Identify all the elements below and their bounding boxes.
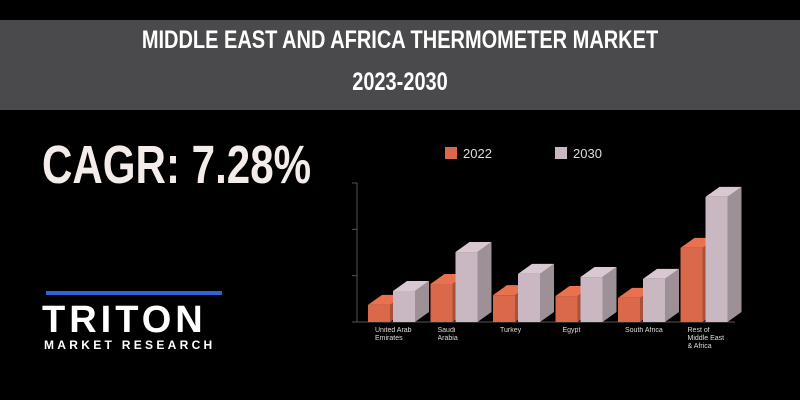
x-tick-label-box: South Africa — [625, 327, 663, 334]
x-tick-label: Turkey — [500, 327, 522, 334]
x-tick-label: Saudi Arabia — [437, 327, 458, 342]
bar-side — [665, 268, 679, 322]
bar — [493, 295, 515, 322]
bar-side — [415, 280, 429, 322]
legend-label: 2030 — [573, 146, 602, 161]
cagr: CAGR: 7.28% — [42, 135, 311, 195]
bar-side — [540, 263, 554, 322]
x-tick-label: South Africa — [625, 327, 663, 334]
x-tick-label: United Arab Emirates — [375, 327, 412, 342]
title: MIDDLE EAST AND AFRICA THERMOMETER MARKE… — [142, 26, 658, 54]
x-tick-label-box: Saudi Arabia — [437, 327, 458, 342]
bar — [705, 196, 728, 322]
legend-swatch — [445, 147, 457, 159]
x-tick-label-box: United Arab Emirates — [375, 327, 412, 342]
logo-bar — [46, 291, 222, 295]
bar — [368, 304, 390, 322]
bar-side — [602, 267, 617, 322]
bar-top — [705, 186, 742, 197]
bar — [580, 277, 603, 322]
x-tick-label-box: Rest of Middle East & Africa — [687, 327, 725, 350]
bar-side — [477, 242, 492, 322]
bar — [518, 273, 540, 322]
legend-label: 2022 — [463, 146, 492, 161]
x-tick-label-box: Egypt — [562, 327, 581, 334]
bar — [555, 296, 578, 322]
bar — [643, 278, 665, 322]
logo-name: TRITON — [42, 299, 207, 341]
bar-side — [727, 186, 742, 322]
subtitle: 2023-2030 — [352, 68, 448, 96]
bar — [430, 284, 453, 322]
x-tick-label-box: Turkey — [500, 327, 522, 334]
x-tick-label: Egypt — [562, 327, 581, 334]
logo-tagline: MARKET RESEARCH — [44, 338, 216, 352]
bar-top — [393, 280, 429, 291]
bar-top — [643, 268, 679, 279]
header-band — [0, 20, 800, 110]
bar-top — [580, 267, 617, 278]
bar-top — [455, 242, 492, 253]
bar — [393, 290, 415, 322]
bar-top — [518, 263, 554, 274]
x-tick-label: Rest of Middle East & Africa — [687, 327, 725, 350]
bar — [680, 247, 703, 322]
bar — [455, 252, 478, 322]
bar — [618, 297, 640, 322]
legend-swatch — [555, 147, 567, 159]
